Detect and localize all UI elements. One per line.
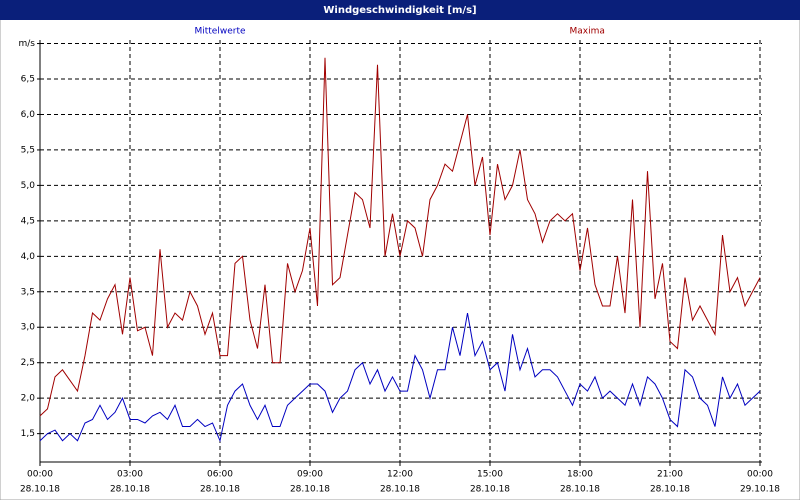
x-tick-date: 28.10.18 [470,485,510,495]
legend-entry: Maxima [570,27,605,37]
y-tick-label: 1,5 [21,429,35,439]
x-tick-label: 03:00 [117,470,143,480]
x-tick-date: 28.10.18 [200,485,240,495]
x-tick-label: 00:00 [27,470,53,480]
x-tick-date: 28.10.18 [290,485,330,495]
y-tick-label: m/s [19,39,36,49]
y-tick-label: 6,5 [21,75,35,85]
x-tick-date: 28.10.18 [650,485,690,495]
x-tick-label: 21:00 [657,470,683,480]
x-tick-label: 09:00 [297,470,323,480]
x-tick-date: 28.10.18 [560,485,600,495]
title-bar [0,0,800,20]
y-tick-label: 5,0 [21,181,36,191]
y-tick-label: 5,5 [21,145,35,155]
x-tick-label: 18:00 [567,470,593,480]
x-tick-label: 00:00 [747,470,773,480]
x-tick-label: 12:00 [387,470,413,480]
x-tick-label: 06:00 [207,470,233,480]
data-line [39,312,761,443]
chart-title: Windgeschwindigkeit [m/s] [323,5,476,16]
y-tick-label: 2,5 [21,358,35,368]
legend-entry: Mittelwerte [194,27,245,37]
y-tick-label: 3,5 [21,287,35,297]
y-tick-label: 3,0 [21,323,36,333]
data-line [39,57,761,417]
x-tick-date: 28.10.18 [20,485,60,495]
x-tick-date: 29.10.18 [740,485,780,495]
y-tick-label: 4,5 [21,216,35,226]
x-tick-date: 28.10.18 [380,485,420,495]
y-tick-label: 2,0 [21,394,36,404]
y-tick-label: 4,0 [21,252,36,262]
y-tick-label: 6,0 [21,110,36,120]
x-tick-label: 15:00 [477,470,503,480]
x-tick-date: 28.10.18 [110,485,150,495]
